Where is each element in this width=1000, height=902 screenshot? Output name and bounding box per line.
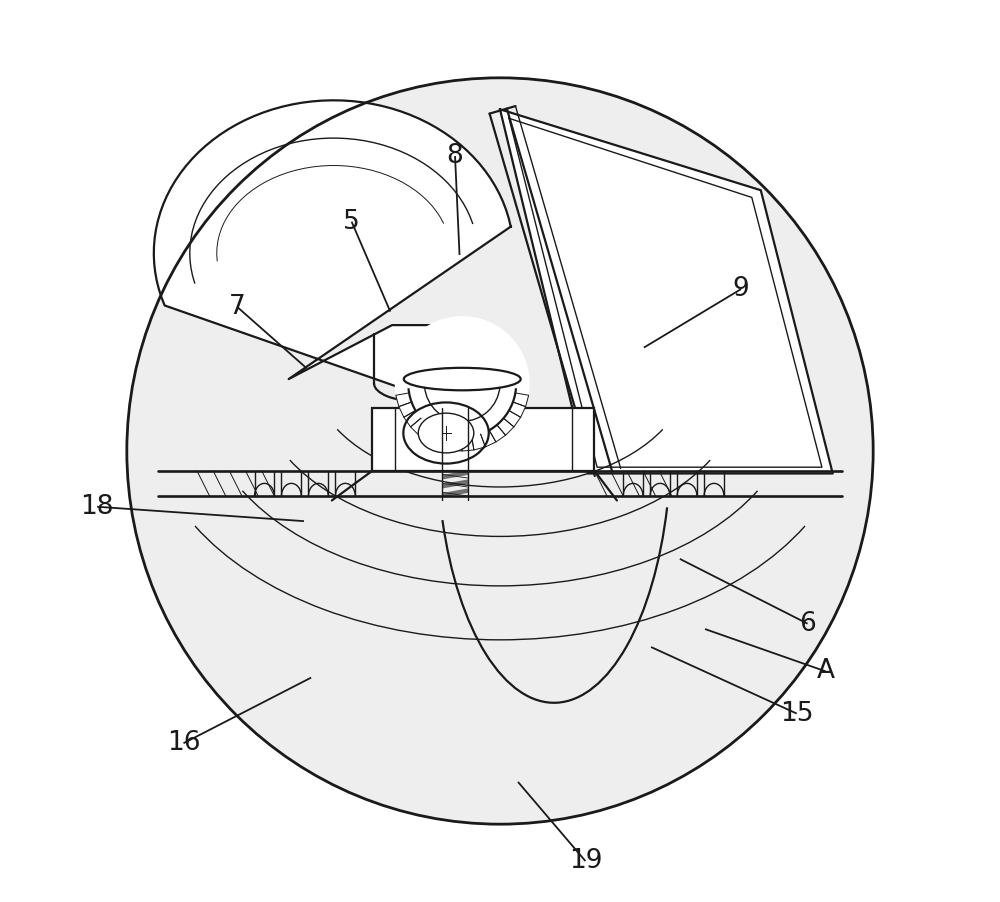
Text: 16: 16 (167, 731, 200, 756)
Ellipse shape (418, 413, 474, 453)
Bar (372, 408, 594, 471)
Circle shape (127, 78, 873, 824)
Text: 9: 9 (733, 276, 749, 302)
Text: 8: 8 (447, 143, 463, 169)
Text: 6: 6 (799, 611, 816, 637)
Text: 18: 18 (80, 493, 114, 520)
Ellipse shape (403, 402, 489, 464)
Text: 5: 5 (343, 208, 360, 235)
Circle shape (127, 78, 873, 824)
Polygon shape (154, 100, 511, 388)
Text: 19: 19 (569, 848, 602, 874)
Circle shape (395, 316, 530, 451)
Text: 15: 15 (780, 701, 813, 727)
Ellipse shape (404, 368, 521, 391)
Polygon shape (500, 109, 833, 474)
Text: 7: 7 (229, 294, 246, 320)
Text: A: A (817, 658, 835, 685)
